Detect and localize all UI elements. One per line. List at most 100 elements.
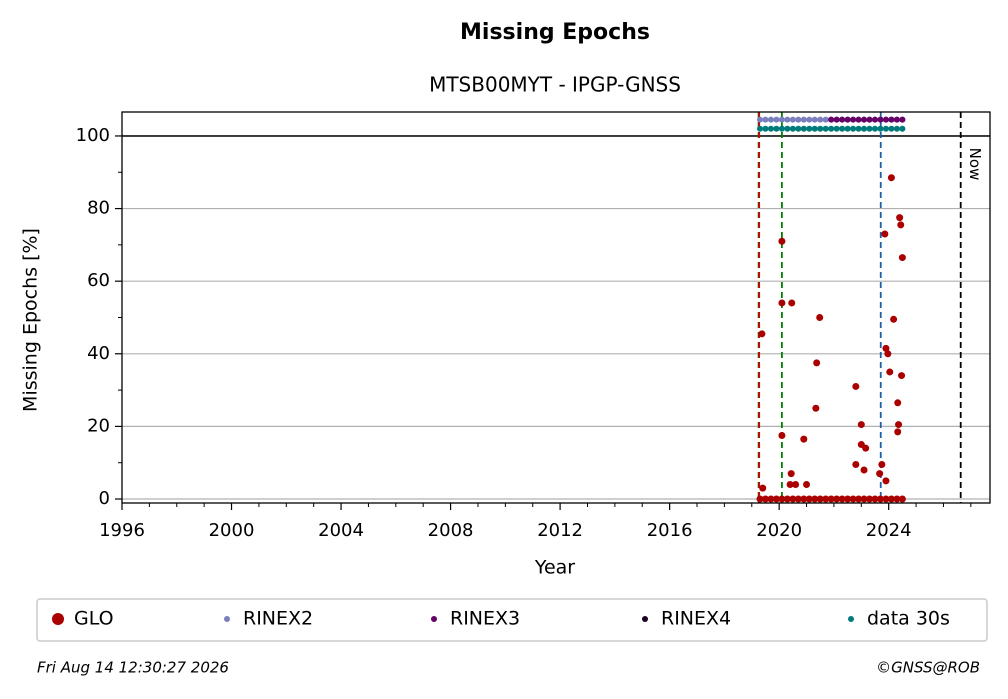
x-tick-label: 2016: [647, 520, 693, 541]
legend-marker: [848, 616, 854, 622]
data-point: [816, 313, 824, 321]
x-tick-label: 2008: [428, 520, 474, 541]
data-point: [852, 461, 860, 469]
data-point: [787, 470, 795, 478]
timestamp: Fri Aug 14 12:30:27 2026: [37, 659, 229, 677]
data-point: [850, 116, 857, 123]
data-point: [850, 125, 857, 132]
data-point: [839, 116, 846, 123]
legend-label: GLO: [74, 608, 114, 630]
data-point: [756, 125, 763, 132]
y-tick-label: 100: [76, 125, 110, 146]
data-point: [800, 125, 807, 132]
data-point: [899, 116, 906, 123]
data-point: [860, 495, 868, 503]
data-point: [783, 495, 791, 503]
data-point: [778, 431, 786, 439]
data-point: [789, 116, 796, 123]
data-point: [855, 116, 862, 123]
data-point: [838, 495, 846, 503]
data-point: [881, 230, 889, 238]
x-tick-label: 2012: [537, 520, 583, 541]
data-point: [778, 125, 785, 132]
marker-label: Now: [966, 148, 984, 181]
data-point: [882, 125, 889, 132]
y-tick-label: 80: [87, 198, 110, 219]
data-point: [822, 495, 830, 503]
data-point: [894, 399, 902, 407]
data-point: [828, 125, 835, 132]
data-point: [817, 116, 824, 123]
data-point: [806, 125, 813, 132]
data-point: [803, 480, 811, 488]
x-tick-label: 2020: [756, 520, 802, 541]
data-point: [877, 125, 884, 132]
data-point: [800, 495, 808, 503]
y-tick-label: 20: [87, 415, 110, 436]
y-tick-label: 60: [87, 270, 110, 291]
data-point: [759, 484, 767, 492]
data-point: [887, 174, 895, 182]
data-point: [767, 495, 775, 503]
data-point: [756, 495, 764, 503]
data-point: [887, 495, 895, 503]
data-point: [884, 350, 892, 358]
chart-title: Missing Epochs: [460, 20, 650, 45]
data-point: [833, 495, 841, 503]
data-point: [877, 116, 884, 123]
data-point: [811, 125, 818, 132]
data-point: [866, 495, 874, 503]
data-point: [855, 125, 862, 132]
data-point: [866, 125, 873, 132]
data-point: [767, 116, 774, 123]
data-point: [861, 125, 868, 132]
legend-label: data 30s: [867, 608, 950, 630]
data-point: [805, 495, 813, 503]
data-point: [871, 116, 878, 123]
data-point: [784, 125, 791, 132]
data-point: [898, 495, 906, 503]
data-point: [806, 116, 813, 123]
y-tick-label: 0: [99, 488, 110, 509]
data-point: [898, 372, 906, 380]
data-point: [895, 421, 903, 429]
data-point: [896, 214, 904, 222]
data-point: [784, 116, 791, 123]
data-point: [844, 495, 852, 503]
legend-marker: [431, 616, 437, 622]
data-point: [833, 125, 840, 132]
data-point: [876, 470, 884, 478]
data-point: [882, 116, 889, 123]
x-tick-label: 1996: [99, 520, 145, 541]
data-point: [882, 344, 890, 352]
data-point: [827, 495, 835, 503]
data-point: [773, 125, 780, 132]
y-axis-label: Missing Epochs [%]: [20, 228, 42, 412]
data-point: [888, 125, 895, 132]
data-point: [882, 495, 890, 503]
legend-label: RINEX4: [661, 608, 731, 630]
data-point: [888, 116, 895, 123]
data-point: [857, 421, 865, 429]
data-point: [756, 116, 763, 123]
data-point: [795, 125, 802, 132]
data-point: [878, 461, 886, 469]
data-point: [833, 116, 840, 123]
data-point: [812, 404, 820, 412]
y-tick-label: 40: [87, 343, 110, 364]
data-point: [871, 495, 879, 503]
data-point: [899, 125, 906, 132]
data-point: [822, 116, 829, 123]
legend-label: RINEX2: [243, 608, 313, 630]
data-point: [811, 116, 818, 123]
data-point: [762, 125, 769, 132]
data-point: [844, 116, 851, 123]
data-point: [861, 116, 868, 123]
legend-box: [36, 598, 988, 642]
data-point: [886, 368, 894, 376]
data-point: [800, 435, 808, 443]
data-point: [789, 495, 797, 503]
data-point: [852, 382, 860, 390]
